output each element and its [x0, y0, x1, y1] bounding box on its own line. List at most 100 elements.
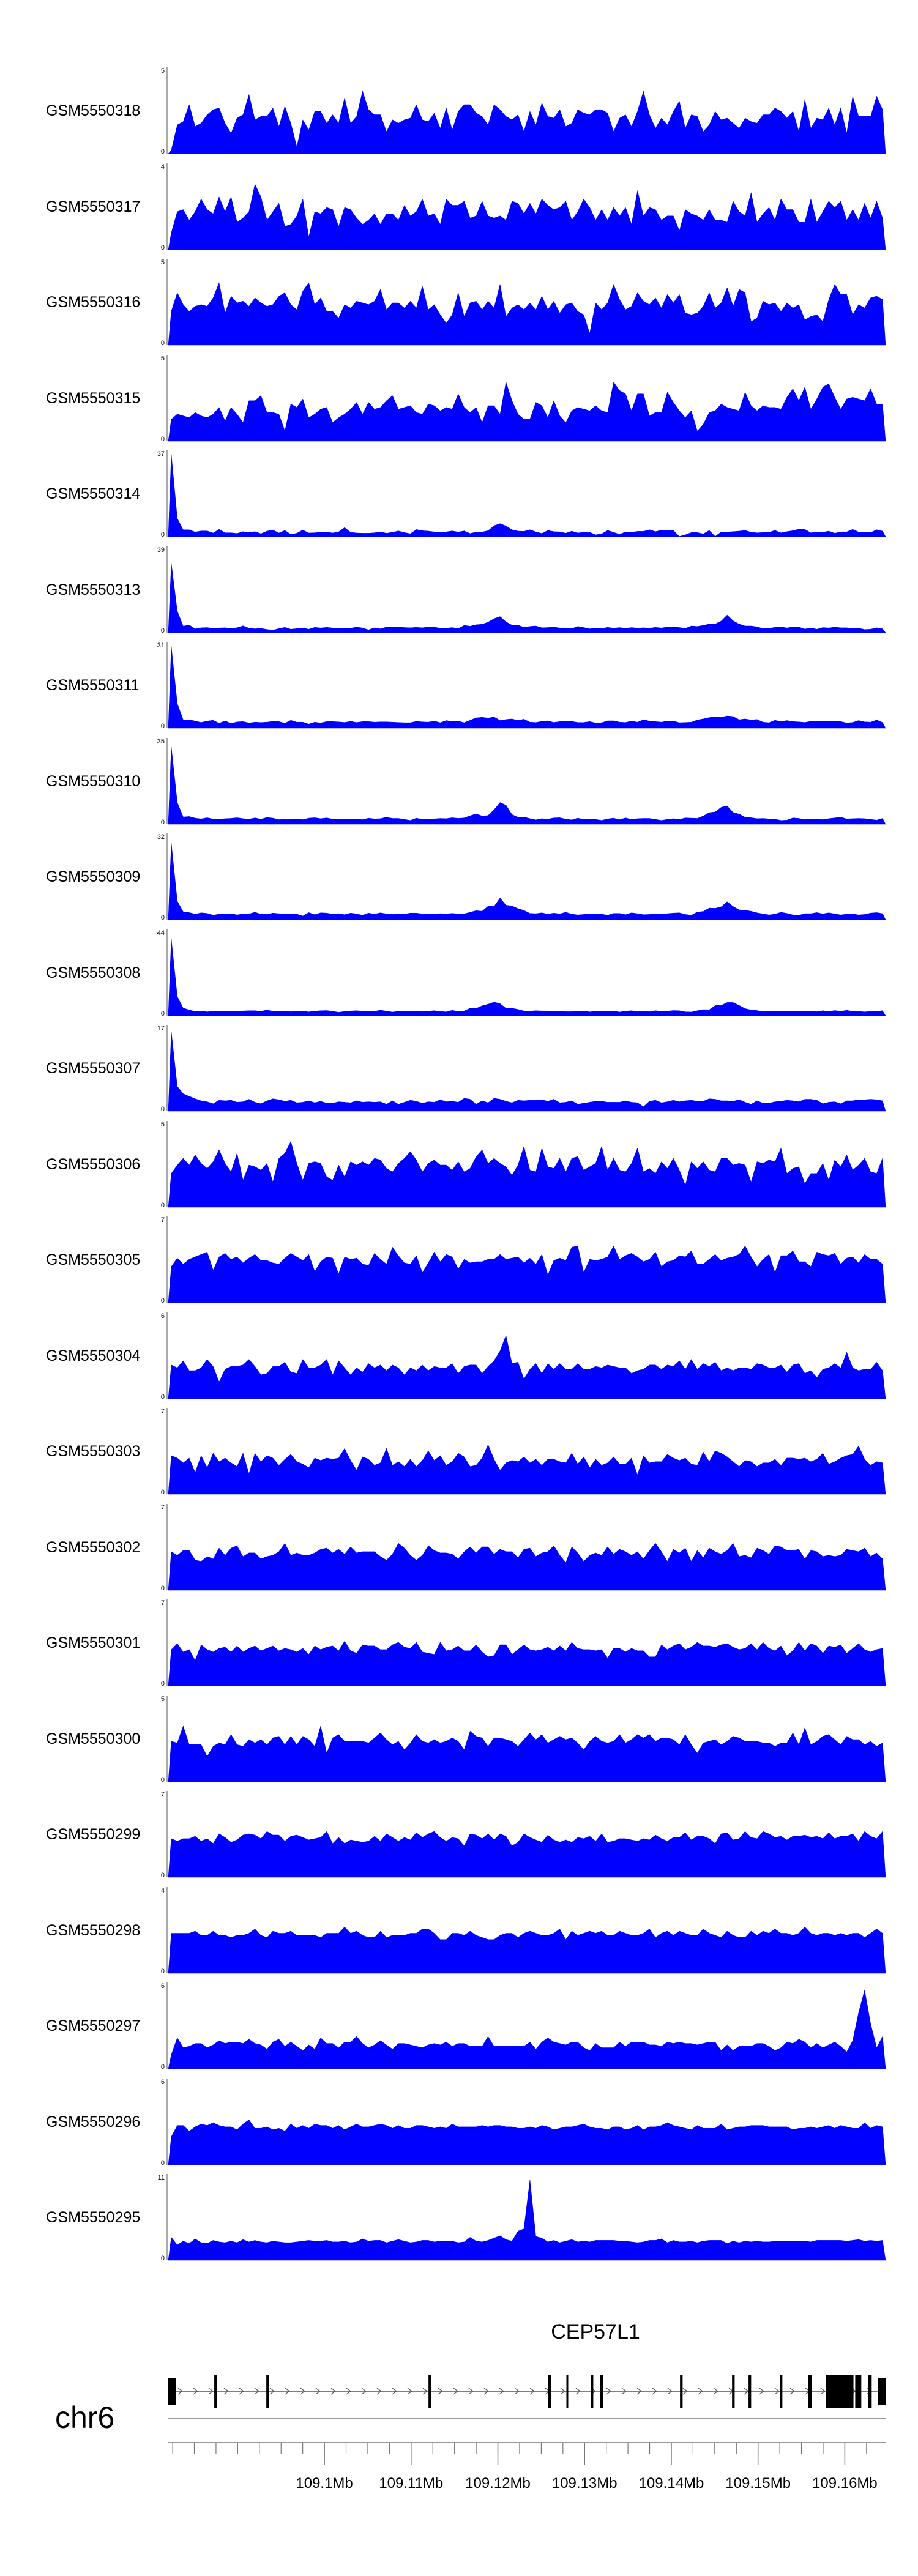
- track-plot: 31 0: [157, 642, 886, 729]
- y-min-label: 0: [161, 1872, 165, 1878]
- y-min-label: 0: [161, 1202, 165, 1208]
- track-plot: 50: [161, 354, 886, 442]
- track-plot: 60: [161, 2078, 886, 2165]
- x-tick-label: 109.15Mb: [725, 2475, 791, 2492]
- y-max-label: 31: [157, 642, 165, 649]
- signal-area: [168, 1725, 886, 1782]
- strand-chevron-icon: [269, 2388, 275, 2395]
- strand-chevron-icon: [483, 2388, 490, 2395]
- y-max-label: 11: [158, 2174, 165, 2181]
- track-plot: 37 0: [157, 450, 886, 537]
- track-label: GSM5550311: [46, 677, 140, 694]
- track-plot: 40: [161, 163, 886, 250]
- y-max-label: 7: [161, 1599, 165, 1607]
- gene-exon: [748, 2375, 752, 2408]
- y-min-label: 0: [161, 148, 165, 154]
- y-max-label: 6: [161, 2079, 165, 2086]
- x-tick-label: 109.11Mb: [379, 2475, 443, 2492]
- track-GSM5550315: GSM5550315 5 0: [0, 354, 918, 442]
- track-GSM5550317: GSM5550317 4 0: [0, 163, 918, 250]
- y-max-label: 5: [161, 1121, 165, 1128]
- track-GSM5550310: GSM5550310 35 0: [0, 737, 918, 825]
- track-GSM5550300: GSM5550300 5 0: [0, 1695, 918, 1782]
- track-plot: 50: [161, 67, 886, 154]
- strand-chevron-icon: [422, 2388, 428, 2395]
- gene-exon: [266, 2375, 269, 2408]
- signal-area: [168, 746, 886, 824]
- track-plot: 50: [161, 1695, 886, 1782]
- y-min-label: 0: [161, 436, 165, 442]
- track-GSM5550297: GSM5550297 6 0: [0, 1982, 918, 2069]
- y-max-label: 37: [157, 450, 165, 458]
- strand-chevron-icon: [239, 2388, 245, 2395]
- track-plot: 44 0: [157, 929, 886, 1016]
- track-GSM5550298: GSM5550298 4 0: [0, 1886, 918, 1974]
- y-max-label: 5: [161, 67, 165, 75]
- track-label: GSM5550300: [46, 1730, 141, 1748]
- strand-chevron-icon: [759, 2388, 765, 2395]
- track-plot: 17 0: [157, 1025, 886, 1112]
- signal-area: [168, 2119, 886, 2165]
- track-GSM5550313: GSM5550313 39 0: [0, 546, 918, 633]
- gene-exon: [868, 2375, 872, 2408]
- track-label: GSM5550317: [46, 198, 141, 215]
- track-plot: 50: [161, 1120, 886, 1208]
- track-GSM5550303: GSM5550303 7 0: [0, 1408, 918, 1495]
- y-min-label: 0: [161, 1489, 165, 1495]
- strand-chevron-icon: [575, 2388, 581, 2395]
- strand-chevron-icon: [315, 2388, 321, 2395]
- y-min-label: 0: [161, 2255, 165, 2261]
- track-label: GSM5550310: [46, 772, 141, 790]
- strand-chevron-icon: [407, 2388, 413, 2395]
- track-label: GSM5550304: [46, 1347, 141, 1364]
- signal-area: [168, 1926, 886, 1973]
- track-GSM5550318: GSM5550318 5 0: [0, 67, 918, 154]
- track-label: GSM5550318: [46, 102, 141, 119]
- y-min-label: 0: [161, 1106, 165, 1112]
- strand-chevron-icon: [438, 2388, 444, 2395]
- track-GSM5550302: GSM5550302 7 0: [0, 1503, 918, 1591]
- gene-exon: [548, 2375, 551, 2408]
- track-label: GSM5550314: [46, 485, 141, 502]
- signal-area: [168, 2180, 886, 2261]
- strand-chevron-icon: [652, 2388, 658, 2395]
- gene-exon: [855, 2375, 862, 2408]
- track-label: GSM5550306: [46, 1155, 141, 1173]
- signal-area: [168, 183, 886, 250]
- strand-chevron-icon: [392, 2388, 398, 2395]
- strand-chevron-icon: [636, 2388, 643, 2395]
- track-GSM5550295: GSM5550295 11 0: [0, 2174, 918, 2261]
- y-max-label: 5: [161, 1696, 165, 1703]
- x-tick-label: 109.16Mb: [812, 2475, 878, 2492]
- x-tick-label: 109.13Mb: [552, 2475, 618, 2492]
- y-min-label: 0: [161, 531, 165, 537]
- track-label: GSM5550315: [46, 389, 141, 407]
- y-min-label: 0: [161, 1393, 165, 1399]
- strand-chevron-icon: [789, 2388, 796, 2395]
- y-max-label: 5: [161, 259, 165, 266]
- y-min-label: 0: [161, 2063, 165, 2069]
- gene-exon: [680, 2375, 683, 2408]
- y-min-label: 0: [161, 1297, 165, 1303]
- track-label: GSM5550316: [46, 294, 141, 311]
- y-min-label: 0: [161, 1010, 165, 1016]
- signal-area: [168, 563, 886, 633]
- strand-chevron-icon: [606, 2388, 612, 2395]
- track-GSM5550301: GSM5550301 7 0: [0, 1599, 918, 1686]
- gene-exon: [591, 2375, 594, 2408]
- track-GSM5550299: GSM5550299 7 0: [0, 1791, 918, 1878]
- track-plot: 70: [161, 1408, 886, 1495]
- signal-area: [168, 1335, 886, 1399]
- track-label: GSM5550295: [46, 2209, 141, 2226]
- x-tick-label: 109.12Mb: [465, 2475, 531, 2492]
- y-max-label: 4: [161, 163, 165, 171]
- signal-area: [168, 1245, 886, 1303]
- signal-area: [168, 1640, 886, 1686]
- strand-chevron-icon: [621, 2388, 627, 2395]
- y-max-label: 7: [161, 1504, 165, 1511]
- track-GSM5550314: GSM5550314 37 0: [0, 450, 918, 537]
- chromosome-label: chr6: [55, 2400, 115, 2435]
- gene-exon: [566, 2375, 569, 2408]
- track-plot: 70: [161, 1216, 886, 1303]
- track-GSM5550296: GSM5550296 6 0: [0, 2078, 918, 2165]
